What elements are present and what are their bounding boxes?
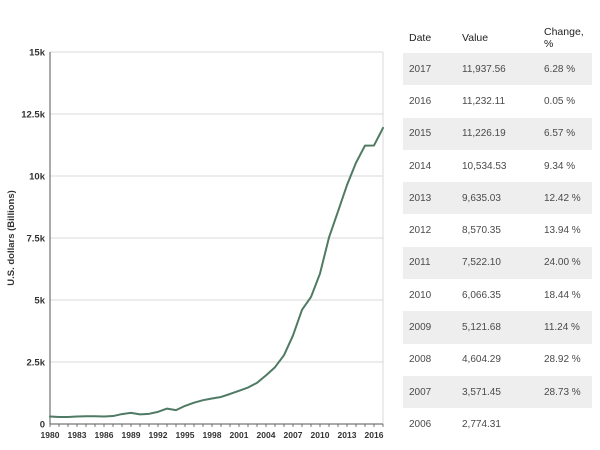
y-tick-label: 5k bbox=[34, 296, 45, 307]
table-row: 2013 9,635.03 12.42 % bbox=[403, 182, 592, 215]
change-cell: 9.34 % bbox=[538, 149, 592, 183]
date-cell: 2012 bbox=[403, 214, 456, 247]
change-cell: 12.42 % bbox=[538, 182, 592, 215]
date-cell: 2016 bbox=[403, 85, 456, 118]
change-column-header: Change, % bbox=[538, 22, 592, 53]
y-tick-labels: 0 2.5k 5k 7.5k 10k 12.5k 15k bbox=[21, 48, 45, 431]
y-tick-label: 7.5k bbox=[27, 234, 46, 245]
x-tick-label: 1983 bbox=[68, 430, 87, 440]
date-column-header: Date bbox=[403, 22, 456, 53]
change-cell: 0.05 % bbox=[538, 85, 592, 118]
y-tick-label: 12.5k bbox=[21, 110, 45, 121]
value-cell: 6,066.35 bbox=[456, 279, 538, 312]
date-cell: 2015 bbox=[403, 117, 456, 150]
date-cell: 2011 bbox=[403, 246, 456, 280]
value-cell: 9,635.03 bbox=[456, 182, 538, 215]
table-row: 2017 11,937.56 6.28 % bbox=[403, 53, 592, 86]
value-column-header: Value bbox=[456, 22, 538, 53]
x-tick-label: 1995 bbox=[176, 430, 195, 440]
x-tick-label: 1992 bbox=[149, 430, 168, 440]
y-tick-label: 15k bbox=[29, 48, 46, 59]
y-tick-label: 0 bbox=[40, 420, 45, 431]
value-cell: 10,534.53 bbox=[456, 149, 538, 183]
table-row: 2008 4,604.29 28.92 % bbox=[403, 343, 592, 376]
change-cell: 11.24 % bbox=[538, 311, 592, 344]
date-cell: 2008 bbox=[403, 343, 456, 376]
value-cell: 11,232.11 bbox=[456, 85, 538, 118]
table-row: 2007 3,571.45 28.73 % bbox=[403, 375, 592, 409]
date-cell: 2009 bbox=[403, 311, 456, 344]
table-row: 2009 5,121.68 11.24 % bbox=[403, 311, 592, 344]
table-row: 2010 6,066.35 18.44 % bbox=[403, 279, 592, 312]
value-cell: 11,226.19 bbox=[456, 117, 538, 150]
change-cell: 6.28 % bbox=[538, 53, 592, 86]
change-cell bbox=[538, 408, 592, 441]
change-cell: 18.44 % bbox=[538, 279, 592, 312]
change-cell: 13.94 % bbox=[538, 214, 592, 247]
value-cell: 2,774.31 bbox=[456, 408, 538, 441]
table-header-row: Date Value Change, % bbox=[403, 22, 592, 53]
table-row: 2011 7,522.10 24.00 % bbox=[403, 246, 592, 280]
x-tick-label: 2004 bbox=[257, 430, 276, 440]
x-tick-label: 2007 bbox=[284, 430, 303, 440]
x-tick-label: 1986 bbox=[95, 430, 114, 440]
line-chart: 0 2.5k 5k 7.5k 10k 12.5k 15k 1980 1983 1986 1989 1… bbox=[6, 48, 384, 440]
value-cell: 8,570.35 bbox=[456, 214, 538, 247]
table-row: 2014 10,534.53 9.34 % bbox=[403, 149, 592, 183]
x-tick-labels: 1980 1983 1986 1989 1992 1995 1998 2001 2004 2007… bbox=[41, 430, 384, 440]
table-row: 2012 8,570.35 13.94 % bbox=[403, 214, 592, 247]
table-row: 2016 11,232.11 0.05 % bbox=[403, 85, 592, 118]
y-tick-label: 2.5k bbox=[27, 358, 46, 369]
x-tick-label: 1998 bbox=[203, 430, 222, 440]
x-tick-label: 1989 bbox=[122, 430, 141, 440]
x-tick-label: 2013 bbox=[338, 430, 357, 440]
series-line bbox=[49, 126, 384, 419]
value-cell: 5,121.68 bbox=[456, 311, 538, 344]
value-cell: 3,571.45 bbox=[456, 375, 538, 409]
data-table-panel: Date Value Change, % 2017 11,937.56 6.28… bbox=[403, 22, 592, 442]
data-table: Date Value Change, % 2017 11,937.56 6.28… bbox=[403, 22, 592, 441]
date-cell: 2007 bbox=[403, 375, 456, 409]
date-cell: 2013 bbox=[403, 182, 456, 215]
date-cell: 2014 bbox=[403, 149, 456, 183]
change-cell: 6.57 % bbox=[538, 117, 592, 150]
y-axis-label: U.S. dollars (Billions) bbox=[6, 190, 17, 286]
table-row: 2015 11,226.19 6.57 % bbox=[403, 117, 592, 150]
x-tick-label: 1980 bbox=[41, 430, 60, 440]
change-cell: 28.92 % bbox=[538, 343, 592, 376]
grid-lines bbox=[50, 51, 384, 424]
y-tick-label: 10k bbox=[29, 172, 46, 183]
x-tick-label: 2010 bbox=[311, 430, 330, 440]
value-cell: 11,937.56 bbox=[456, 53, 538, 86]
x-tick-label: 2001 bbox=[230, 430, 249, 440]
series bbox=[49, 126, 384, 419]
date-cell: 2017 bbox=[403, 53, 456, 86]
date-cell: 2010 bbox=[403, 279, 456, 312]
table-row: 2006 2,774.31 bbox=[403, 408, 592, 441]
change-cell: 28.73 % bbox=[538, 375, 592, 409]
change-cell: 24.00 % bbox=[538, 246, 592, 280]
value-cell: 7,522.10 bbox=[456, 246, 538, 280]
value-cell: 4,604.29 bbox=[456, 343, 538, 376]
date-cell: 2006 bbox=[403, 408, 456, 441]
x-tick-label: 2016 bbox=[365, 430, 384, 440]
axes bbox=[49, 52, 384, 427]
